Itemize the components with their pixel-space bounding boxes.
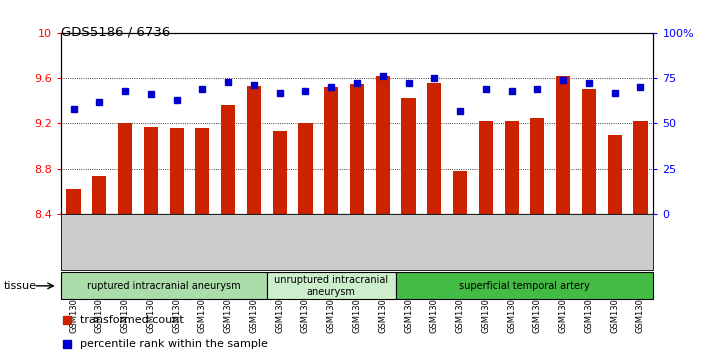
Bar <box>92 176 106 214</box>
Bar <box>324 87 338 214</box>
Bar <box>582 89 596 214</box>
Bar <box>401 98 416 214</box>
Bar <box>350 84 364 214</box>
Bar <box>118 123 132 214</box>
Bar <box>144 127 158 214</box>
Bar <box>298 123 313 214</box>
Bar <box>479 121 493 214</box>
Bar <box>247 86 261 214</box>
Text: superficial temporal artery: superficial temporal artery <box>459 281 590 291</box>
Bar <box>608 135 622 214</box>
Bar <box>221 105 235 214</box>
Text: ruptured intracranial aneurysm: ruptured intracranial aneurysm <box>87 281 241 291</box>
Text: transformed count: transformed count <box>80 315 184 325</box>
Bar <box>273 131 287 214</box>
Bar <box>196 128 209 214</box>
Bar <box>633 121 648 214</box>
Bar <box>505 121 518 214</box>
Bar <box>427 82 441 214</box>
Bar <box>396 272 653 299</box>
Bar <box>267 272 396 299</box>
Bar <box>453 171 467 214</box>
Bar <box>376 76 390 214</box>
Text: tissue: tissue <box>4 281 36 291</box>
Bar <box>531 118 545 214</box>
Text: GDS5186 / 6736: GDS5186 / 6736 <box>61 25 170 38</box>
Bar <box>556 76 570 214</box>
Bar <box>61 272 267 299</box>
Bar <box>169 128 183 214</box>
Text: percentile rank within the sample: percentile rank within the sample <box>80 339 268 349</box>
Text: unruptured intracranial
aneurysm: unruptured intracranial aneurysm <box>274 275 388 297</box>
Bar <box>66 189 81 214</box>
